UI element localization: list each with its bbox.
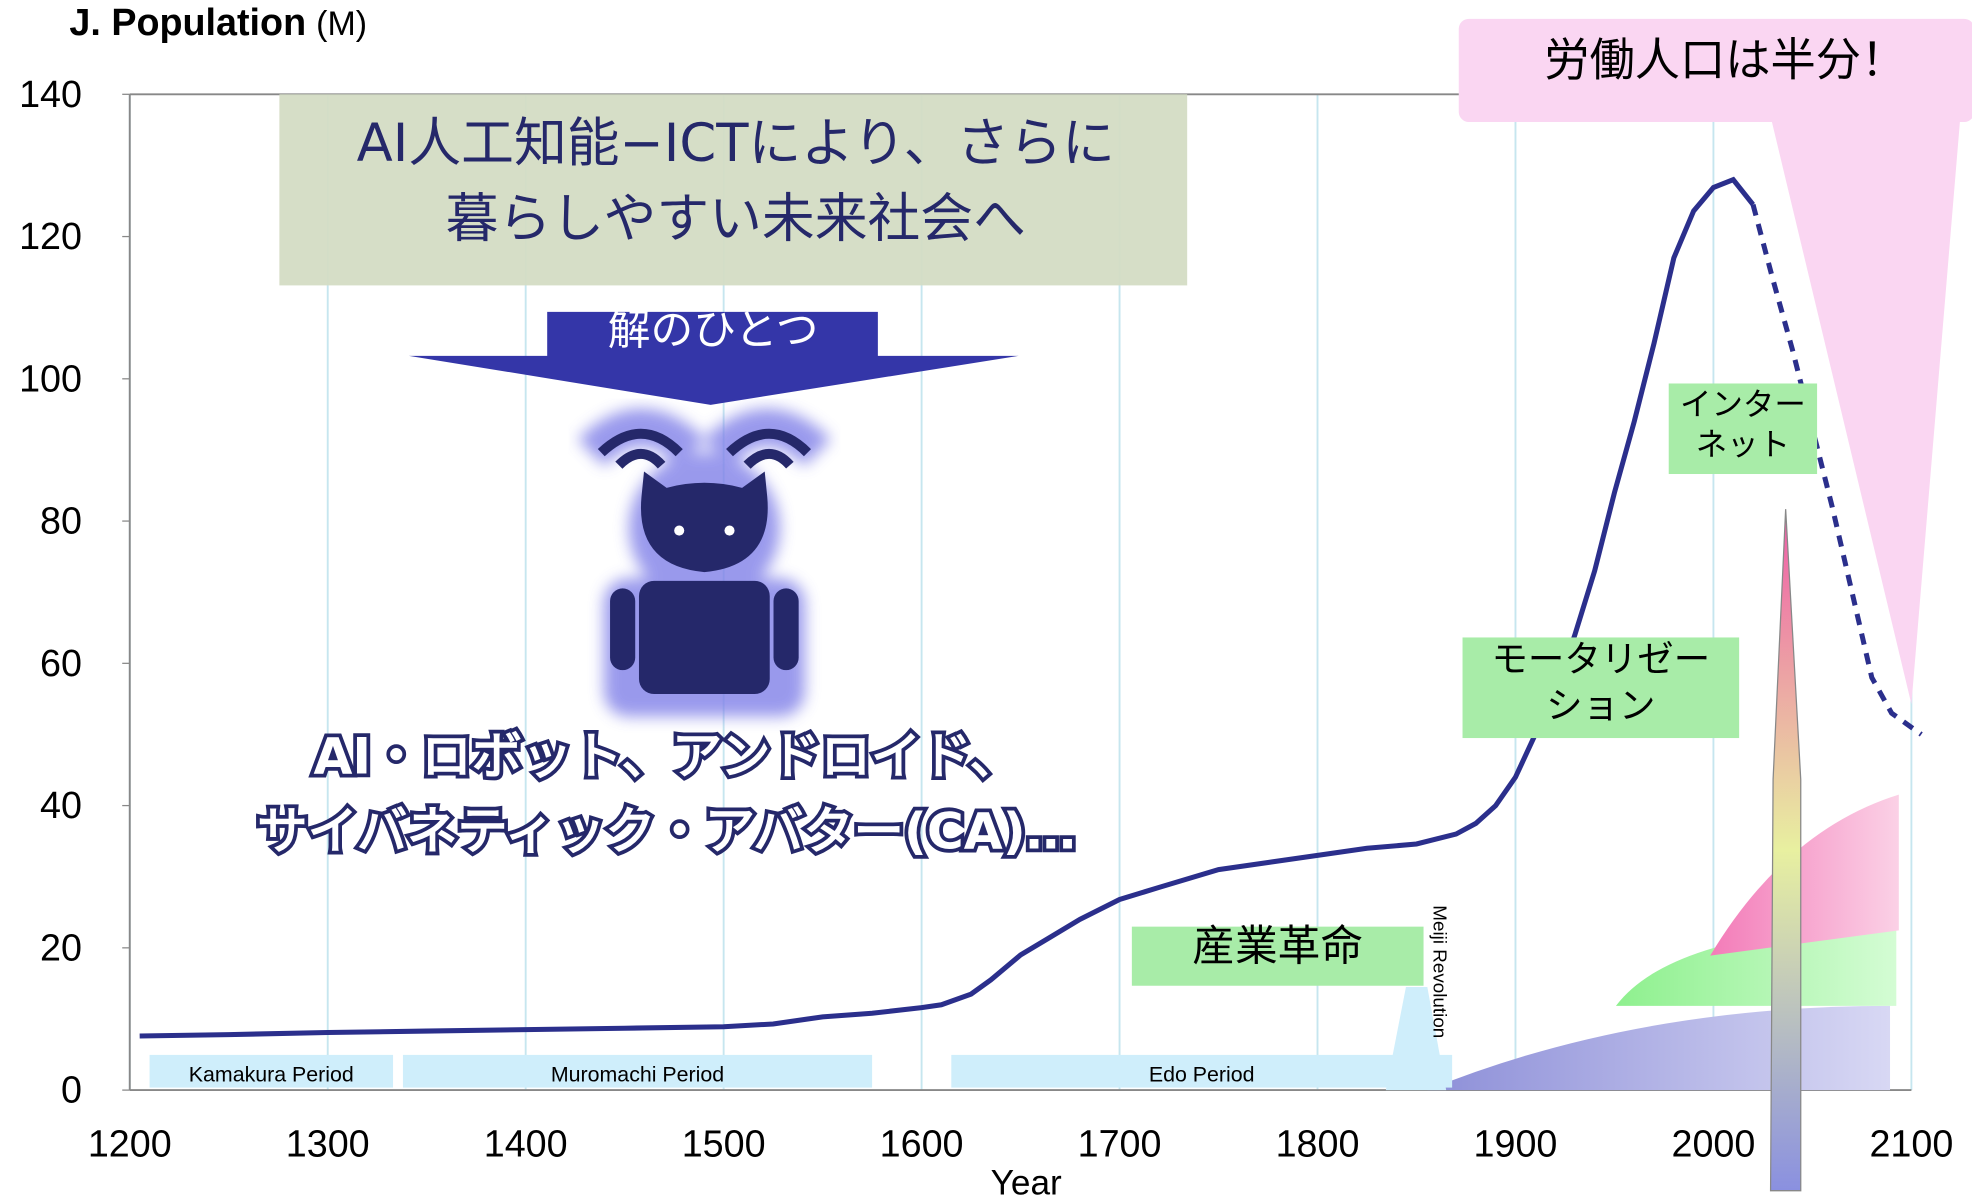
x-tick-label: 1800	[1276, 1123, 1360, 1165]
period-label: Edo Period	[1149, 1062, 1255, 1086]
vision-line: 暮らしやすい未来社会へ	[446, 188, 1026, 249]
solution-text: 解のひとつ	[608, 306, 819, 356]
area-decoration	[1427, 1006, 1890, 1090]
motorization-text: ション	[1546, 684, 1655, 727]
labor-text: 労働人口は半分！	[1544, 33, 1906, 86]
y-tick-label: 20	[40, 926, 82, 968]
robot-icon	[591, 427, 817, 716]
bar-decoration	[1771, 509, 1801, 1190]
meiji-label: Meiji Revolution	[1430, 905, 1451, 1038]
x-tick-label: 1600	[880, 1123, 964, 1165]
title-text: J. Population	[69, 1, 306, 43]
title-unit: (M)	[316, 5, 367, 43]
x-tick-label: 1900	[1474, 1123, 1558, 1165]
period-label: Muromachi Period	[551, 1062, 724, 1086]
chart-title: J. Population (M)	[69, 1, 367, 43]
x-tick-label: 2000	[1671, 1123, 1755, 1165]
y-tick-label: 120	[19, 215, 82, 257]
y-tick-label: 60	[40, 642, 82, 684]
periods: Kamakura Period Muromachi Period Edo Perio…	[150, 1055, 1453, 1088]
x-axis-title: Year	[991, 1163, 1062, 1202]
y-tick-label: 140	[19, 73, 82, 115]
y-tick-label: 80	[40, 500, 82, 542]
page: {"chart_data":{"type":"line", "title":"J…	[0, 0, 1972, 1202]
x-tick-label: 1700	[1078, 1123, 1162, 1165]
x-tick-label: 1200	[88, 1123, 172, 1165]
lines	[140, 180, 1922, 1036]
x-tick-label: 2100	[1869, 1123, 1953, 1165]
x-tick-label: 1400	[484, 1123, 568, 1165]
internet-text: ネット	[1696, 427, 1790, 463]
y-tick-label: 100	[19, 357, 82, 399]
y-tick-label: 40	[40, 784, 82, 826]
x-tick-label: 1500	[682, 1123, 766, 1165]
industrial-text: 産業革命	[1192, 922, 1363, 972]
chart: 1200130014001500160017001800190020002100…	[0, 0, 1972, 1202]
vision-line: AI人工知能−ICTにより、さらに	[357, 113, 1115, 174]
motorization-text: モータリゼー	[1491, 637, 1710, 680]
period-label: Kamakura Period	[189, 1062, 354, 1086]
x-tick-label: 1300	[286, 1123, 370, 1165]
area-decoration	[1710, 795, 1899, 956]
robots-line: AI・ロボット、アンドロイド、	[314, 726, 1020, 785]
y-tick-label: 0	[61, 1069, 82, 1111]
internet-text: インター	[1680, 387, 1806, 423]
robots-line: サイバネティック・アバター(CA)…	[257, 802, 1076, 861]
population-line	[140, 180, 1753, 1036]
